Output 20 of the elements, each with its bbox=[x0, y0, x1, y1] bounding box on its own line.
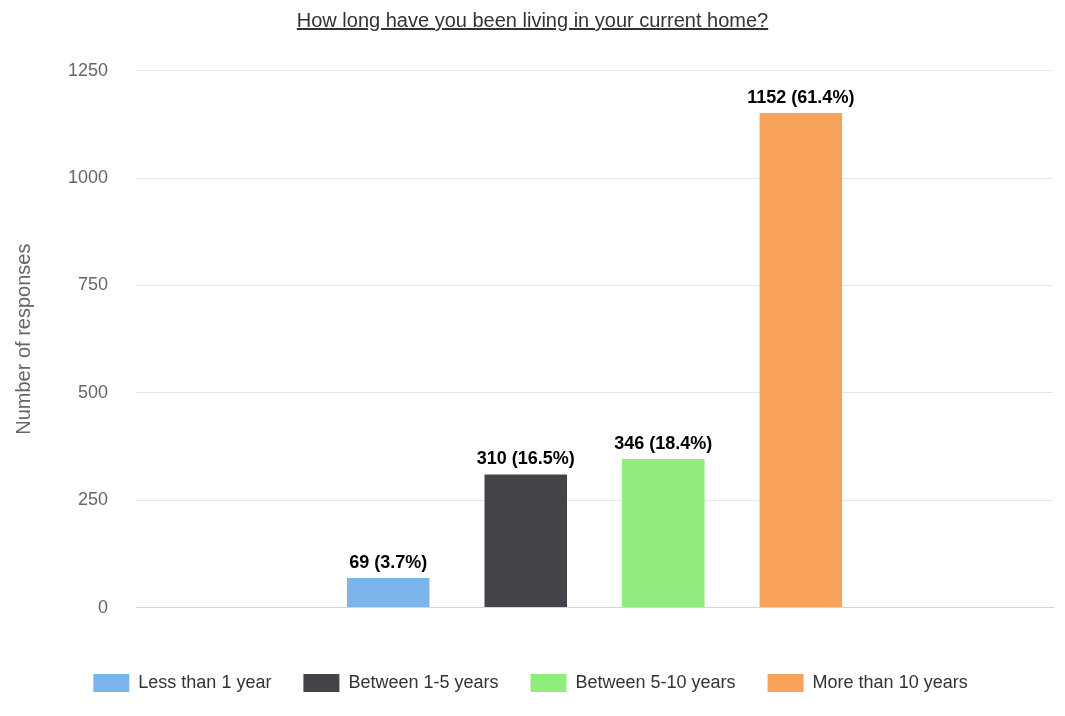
bar bbox=[484, 474, 568, 608]
y-axis-title: Number of responses bbox=[11, 243, 34, 435]
y-tick-label: 1000 bbox=[68, 167, 109, 188]
legend-label: Between 5-10 years bbox=[575, 671, 736, 692]
chart-title: How long have you been living in your current home? bbox=[295, 8, 770, 32]
legend-label: More than 10 years bbox=[812, 671, 968, 692]
data-label: 69 (3.7%) bbox=[349, 551, 428, 572]
legend-label: Between 1-5 years bbox=[348, 671, 499, 692]
bar bbox=[346, 577, 430, 608]
y-tick-label: 0 bbox=[98, 596, 109, 617]
y-tick-label: 250 bbox=[78, 489, 109, 510]
bar bbox=[759, 112, 843, 608]
y-tick-label: 500 bbox=[78, 381, 109, 402]
y-tick-label: 1250 bbox=[68, 59, 109, 80]
data-label: 346 (18.4%) bbox=[614, 432, 713, 453]
legend-label: Less than 1 year bbox=[138, 671, 272, 692]
bar bbox=[622, 459, 705, 608]
data-label: 310 (16.5%) bbox=[476, 448, 575, 469]
y-tick-label: 750 bbox=[78, 274, 109, 295]
data-label: 1152 (61.4%) bbox=[747, 86, 855, 107]
